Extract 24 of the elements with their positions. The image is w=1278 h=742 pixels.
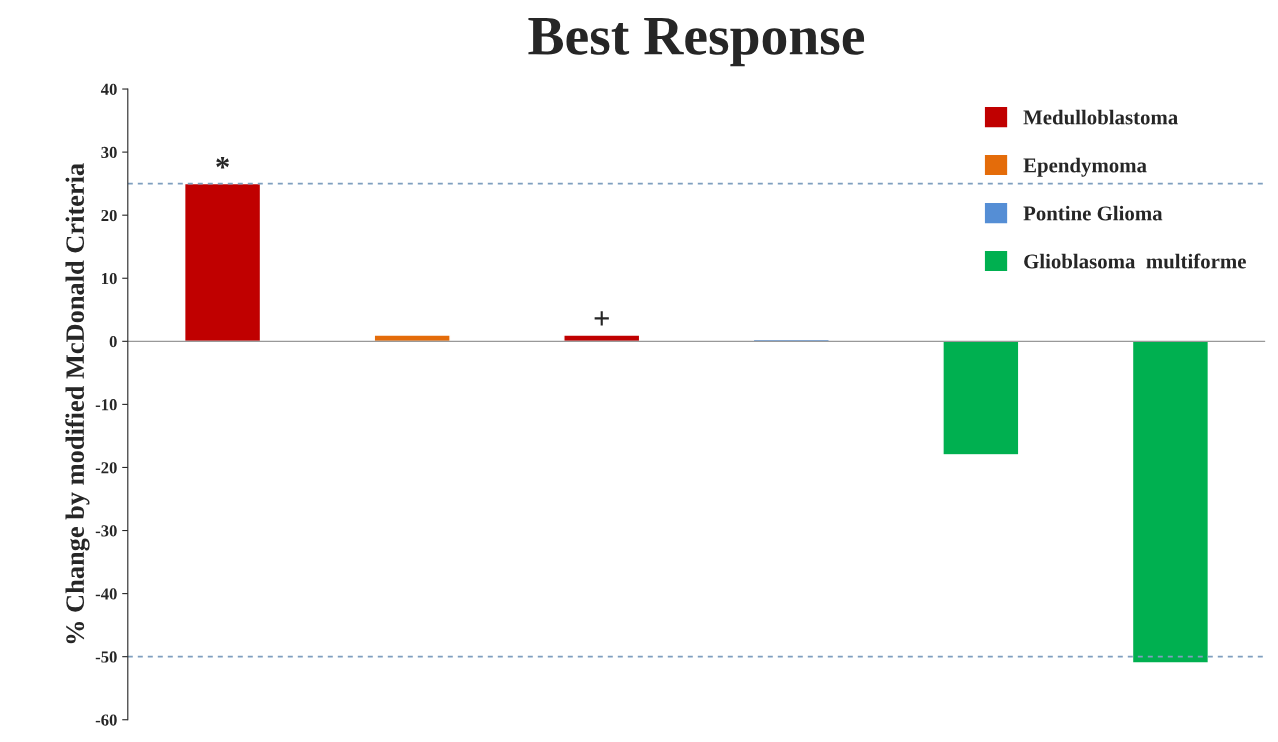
annotation: +	[594, 311, 609, 326]
y-axis-title: % Change by modified McDonald Criteria	[65, 163, 90, 644]
y-tick-label: 40	[100, 83, 117, 95]
y-tick-label: -10	[95, 399, 117, 411]
y-tick-label: -20	[95, 462, 117, 474]
legend-label: Pontine Glioma	[1023, 205, 1163, 221]
chart-title: Best Response	[528, 17, 865, 67]
legend-label: Medulloblastoma	[1023, 109, 1178, 125]
y-tick-label: 30	[101, 146, 117, 159]
legend-label: Ependymoma	[1023, 157, 1147, 177]
annotation: *	[216, 156, 229, 169]
bar	[373, 334, 451, 343]
bar	[1131, 340, 1210, 664]
legend-label: Glioblasoma multiforme	[1024, 253, 1246, 269]
bar	[183, 182, 262, 343]
y-tick-label: 10	[102, 272, 117, 285]
y-tick-label: -60	[95, 714, 117, 726]
bar	[942, 340, 1020, 456]
bar	[563, 334, 641, 343]
y-tick-label: 20	[101, 209, 117, 222]
y-tick-label: 0	[109, 336, 117, 348]
y-tick-label: -40	[95, 588, 117, 600]
y-tick-label: -50	[95, 651, 117, 663]
y-tick-label: -30	[95, 525, 117, 537]
